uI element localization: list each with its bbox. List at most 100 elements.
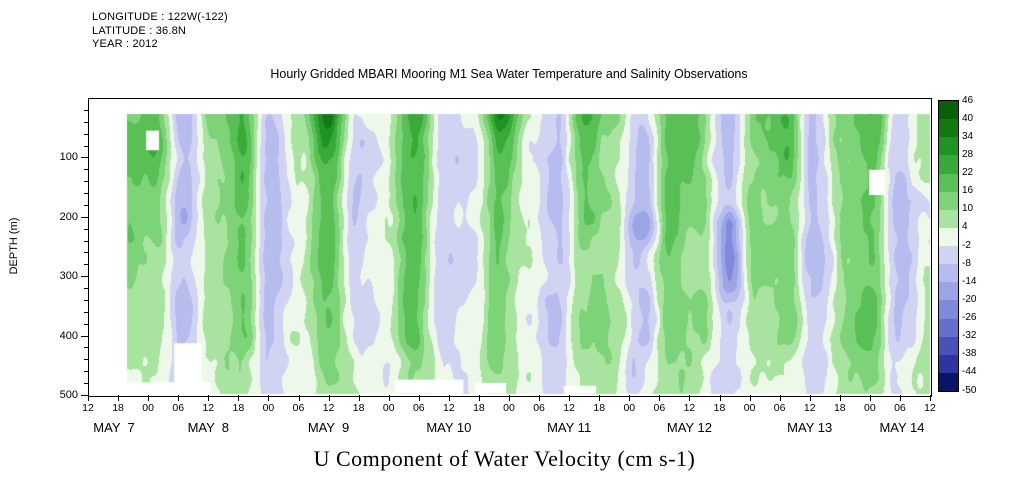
colorbar-segment <box>939 372 958 391</box>
y-minor-tick <box>84 288 88 290</box>
x-hour-label: 12 <box>82 402 94 414</box>
x-hour-label: 12 <box>683 402 696 414</box>
x-tick <box>809 395 811 401</box>
x-hour-label: 12 <box>443 402 455 414</box>
x-hour-label: 12 <box>803 402 816 414</box>
x-hour-label: 00 <box>503 402 515 414</box>
y-minor-tick <box>84 383 88 385</box>
colorbar-tick-label: 16 <box>962 185 974 197</box>
y-minor-tick <box>84 121 88 123</box>
colorbar-segment <box>939 282 958 301</box>
caption: U Component of Water Velocity (cm s-1) <box>313 446 696 471</box>
y-minor-tick <box>84 109 88 111</box>
y-minor-tick <box>84 371 88 373</box>
x-hour-label: 18 <box>713 402 726 414</box>
colorbar-tick-label: -38 <box>962 348 977 360</box>
x-hour-label: 06 <box>412 402 425 414</box>
x-tick <box>448 395 450 401</box>
colorbar-segment <box>939 137 958 156</box>
y-minor-tick <box>84 145 88 147</box>
x-hour-label: 12 <box>924 402 936 414</box>
colorbar-tick-label: -44 <box>962 366 977 378</box>
x-tick <box>930 395 931 401</box>
x-tick <box>779 395 781 401</box>
x-hour-label: 12 <box>563 402 575 414</box>
colorbar-tick-label: 40 <box>962 112 974 124</box>
x-hour-label: 06 <box>292 402 305 414</box>
colorbar-tick-label: 10 <box>962 203 974 215</box>
y-major-tick <box>81 157 88 159</box>
x-hour-label: 12 <box>322 402 335 414</box>
y-minor-tick <box>84 299 88 301</box>
colorbar-tick-label: -26 <box>962 312 977 323</box>
colorbar-tick-label: -8 <box>962 257 971 269</box>
x-tick <box>118 395 120 401</box>
colorbar-segment <box>939 227 958 246</box>
y-minor-tick <box>84 193 88 195</box>
x-date-label: MAY 14 <box>879 420 925 435</box>
y-tick-label: 200 <box>59 210 78 223</box>
x-tick <box>328 395 330 401</box>
colorbar-segment <box>939 318 958 337</box>
x-hour-label: 18 <box>833 402 846 414</box>
x-tick <box>899 395 901 401</box>
y-tick-label: 300 <box>59 270 78 283</box>
colorbar-tick-label: -20 <box>962 293 977 305</box>
heatmap-canvas <box>89 99 931 396</box>
x-tick <box>839 395 841 401</box>
x-hour-label: 00 <box>864 402 876 414</box>
colorbar-segment <box>939 354 958 373</box>
y-tick-label: 400 <box>59 329 78 342</box>
x-tick <box>689 395 691 401</box>
x-hour-label: 18 <box>112 402 124 414</box>
x-hour-label: 00 <box>743 402 756 414</box>
x-hour-label: 18 <box>352 402 365 414</box>
y-major-tick <box>81 276 88 278</box>
x-tick <box>509 395 510 401</box>
plot-title: Hourly Gridded MBARI Mooring M1 Sea Wate… <box>270 67 748 81</box>
colorbar-segment <box>939 191 958 210</box>
colorbar-segment <box>939 300 958 319</box>
y-major-tick <box>81 335 88 337</box>
x-tick <box>869 395 871 401</box>
colorbar-tick-label: 4 <box>962 221 968 233</box>
metadata-year: YEAR : 2012 <box>92 38 158 50</box>
x-tick <box>749 395 751 401</box>
metadata-longitude: LONGITUDE : 122W(-122) <box>92 11 228 23</box>
y-minor-tick <box>84 133 88 135</box>
x-date-label: MAY 10 <box>426 420 472 435</box>
metadata-block: LONGITUDE : 122W(-122) LATITUDE : 36.8N … <box>92 11 228 52</box>
colorbar-segment <box>939 209 958 228</box>
colorbar-segment <box>939 173 958 192</box>
x-tick <box>238 395 240 401</box>
y-major-tick <box>81 395 88 396</box>
x-date-label: MAY 9 <box>307 420 350 435</box>
x-hour-label: 00 <box>623 402 636 414</box>
x-date-label: MAY 7 <box>93 420 135 435</box>
colorbar-segment <box>939 264 958 283</box>
x-hour-label: 18 <box>473 402 485 414</box>
x-date-label: MAY 11 <box>547 420 592 435</box>
x-date-label: MAY 8 <box>187 420 229 435</box>
x-hour-label: 06 <box>773 402 786 414</box>
y-minor-tick <box>84 252 88 254</box>
x-hour-label: 06 <box>533 402 545 414</box>
x-hour-label: 18 <box>232 402 245 414</box>
colorbar-segment <box>939 101 958 120</box>
y-major-tick <box>81 216 88 218</box>
colorbar <box>938 100 959 392</box>
x-tick <box>268 395 270 401</box>
colorbar-tick-label: -50 <box>962 384 977 396</box>
y-tick-label: 100 <box>59 151 78 164</box>
x-hour-label: 00 <box>142 402 154 414</box>
colorbar-segment <box>939 336 958 355</box>
x-tick <box>569 395 571 401</box>
colorbar-segment <box>939 246 958 265</box>
x-tick <box>659 395 661 401</box>
x-hour-label: 12 <box>202 402 215 414</box>
colorbar-segment <box>939 119 958 138</box>
x-tick <box>148 395 150 401</box>
x-tick <box>719 395 721 401</box>
metadata-latitude: LATITUDE : 36.8N <box>92 24 187 37</box>
y-minor-tick <box>84 264 88 266</box>
